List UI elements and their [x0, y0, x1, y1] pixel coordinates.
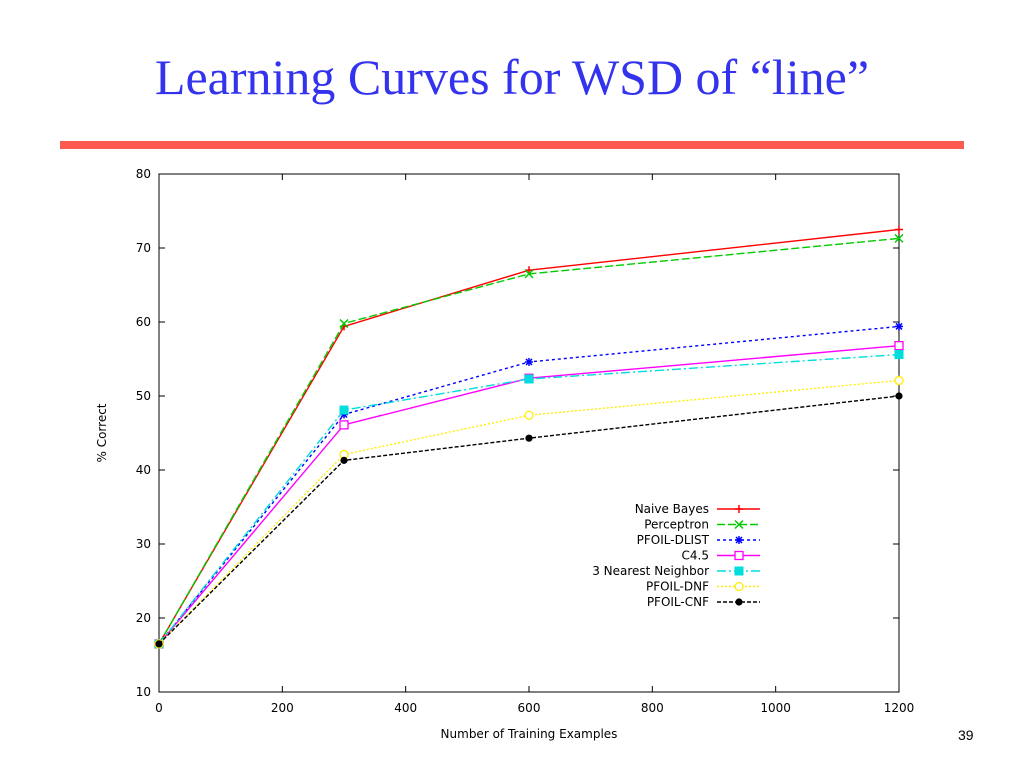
- data-point: [894, 350, 904, 360]
- marker-stroke: [895, 322, 903, 330]
- legend-item: PFOIL-CNF: [647, 595, 760, 609]
- x-axis-label: Number of Training Examples: [441, 727, 618, 741]
- legend-item: 3 Nearest Neighbor: [592, 564, 760, 578]
- series-line: [158, 237, 900, 645]
- marker-shape: [734, 566, 744, 576]
- marker-shape: [525, 434, 533, 442]
- slide-title: Learning Curves for WSD of “line”: [154, 49, 870, 105]
- x-tick-label: 800: [641, 701, 664, 715]
- series-c4-5: [154, 341, 904, 649]
- marker-shape: [894, 341, 904, 351]
- data-point: [525, 357, 533, 366]
- legend-item: Perceptron: [644, 518, 760, 532]
- data-point: [894, 375, 904, 386]
- y-tick-label: 60: [136, 315, 151, 329]
- series-line: [158, 344, 900, 645]
- x-tick-label: 1000: [760, 701, 791, 715]
- marker-stroke: [525, 358, 533, 366]
- legend-marker: [734, 581, 744, 592]
- data-point: [339, 405, 349, 415]
- marker-shape: [340, 456, 348, 464]
- y-tick-label: 40: [136, 463, 151, 477]
- series-line: [158, 395, 900, 645]
- legend-item: C4.5: [682, 549, 760, 563]
- y-tick-label: 80: [136, 167, 151, 181]
- marker-stroke: [524, 269, 534, 279]
- legend-label: PFOIL-DNF: [646, 580, 709, 594]
- data-point: [524, 410, 534, 420]
- marker-shape: [339, 420, 349, 430]
- series-line: [158, 325, 900, 645]
- y-tick-label: 10: [136, 685, 151, 699]
- legend-marker: [735, 505, 743, 513]
- marker-stroke: [735, 536, 743, 544]
- data-point: [155, 640, 163, 648]
- series-pfoil-dnf: [154, 375, 904, 649]
- legend-label: Naive Bayes: [635, 502, 709, 516]
- x-tick-label: 400: [394, 701, 417, 715]
- marker-shape: [155, 640, 163, 648]
- data-point: [895, 225, 903, 234]
- marker-shape: [339, 405, 349, 415]
- marker-shape: [734, 550, 744, 561]
- data-point: [524, 269, 534, 279]
- marker-stroke: [894, 233, 904, 243]
- series-pfoil-dlist: [155, 322, 903, 648]
- page-number: 39: [958, 727, 974, 743]
- series-line: [158, 353, 900, 645]
- legend-label: PFOIL-CNF: [647, 595, 709, 609]
- data-point: [339, 318, 349, 329]
- data-point: [895, 322, 903, 331]
- marker-stroke: [734, 519, 744, 530]
- title-divider: [60, 141, 964, 149]
- data-point: [525, 434, 533, 442]
- data-point: [340, 456, 348, 464]
- data-point: [339, 420, 349, 430]
- plot-frame: [158, 173, 900, 693]
- y-tick-label: 50: [136, 389, 151, 403]
- x-tick-label: 0: [155, 701, 163, 715]
- legend-marker: [734, 550, 744, 561]
- data-point: [894, 233, 904, 243]
- y-tick-label: 30: [136, 537, 151, 551]
- legend-marker: [735, 536, 743, 544]
- series-pfoil-cnf: [155, 392, 903, 648]
- marker-stroke: [339, 318, 349, 329]
- legend-label: Perceptron: [644, 518, 709, 532]
- legend-label: PFOIL-DLIST: [637, 533, 710, 547]
- legend-label: C4.5: [682, 549, 709, 563]
- y-tick-label: 20: [136, 611, 151, 625]
- legend-label: 3 Nearest Neighbor: [592, 564, 709, 578]
- y-axis-label: % Correct: [95, 403, 109, 462]
- marker-shape: [735, 598, 743, 606]
- x-tick-label: 1200: [884, 701, 915, 715]
- legend-item: PFOIL-DNF: [646, 580, 760, 594]
- legend-item: Naive Bayes: [635, 502, 760, 516]
- y-tick-label: 70: [136, 241, 151, 255]
- x-tick-label: 200: [271, 701, 294, 715]
- legend-marker: [735, 598, 743, 606]
- data-point: [895, 392, 903, 400]
- legend-marker: [734, 566, 744, 576]
- data-point: [524, 374, 534, 384]
- axis-ticks: 0 200 400 600 800 1000 1200 10 20 30 40 50 60 70 80: [136, 167, 915, 715]
- series-line: [158, 379, 900, 645]
- legend-item: PFOIL-DLIST: [637, 533, 760, 547]
- marker-shape: [894, 375, 904, 386]
- series-3-nearest-neighbor: [154, 350, 904, 649]
- legend-marker: [734, 519, 744, 530]
- marker-shape: [894, 350, 904, 360]
- marker-shape: [734, 581, 744, 592]
- series-layer: [154, 225, 904, 649]
- marker-shape: [524, 374, 534, 384]
- x-tick-label: 600: [518, 701, 541, 715]
- marker-shape: [524, 410, 534, 420]
- data-point: [894, 341, 904, 351]
- marker-shape: [895, 392, 903, 400]
